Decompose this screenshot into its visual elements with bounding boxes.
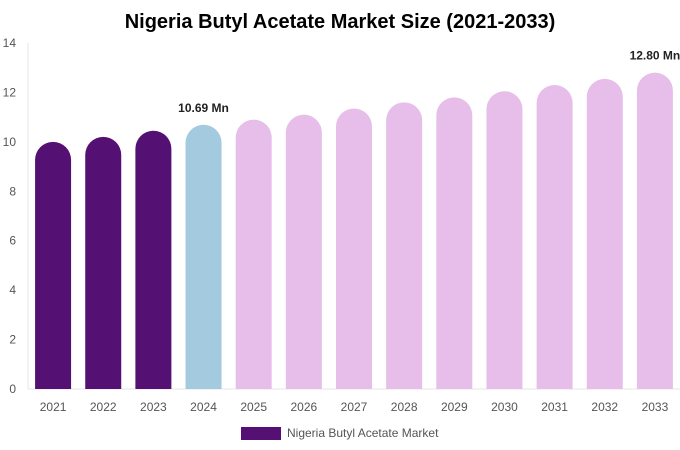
x-tick-label: 2023 [140,400,167,414]
legend: Nigeria Butyl Acetate Market [241,426,439,440]
legend-label: Nigeria Butyl Acetate Market [287,426,439,440]
bar-2025 [235,119,272,389]
x-tick-label: 2030 [491,400,518,414]
legend-swatch [241,427,281,440]
chart-title: Nigeria Butyl Acetate Market Size (2021-… [125,11,556,33]
bar-2028 [386,102,423,390]
y-axis: 0 2 4 6 8 10 12 14 [3,36,29,396]
bar-2024 [185,124,222,389]
bar-2027 [336,108,372,389]
y-tick-label: 14 [3,36,17,50]
x-axis: 2021 2022 2023 2024 2025 2026 2027 2028 2029 2030… [28,388,680,414]
y-tick-label: 6 [9,234,16,248]
data-label: 10.69 Mn [178,101,229,115]
bar-2026 [285,114,322,389]
x-tick-label: 2033 [642,400,669,414]
y-tick-label: 0 [9,382,16,396]
data-labels: 10.69 Mn 12.80 Mn [178,49,680,115]
bar-2021 [35,141,72,389]
bar-2033 [636,72,673,390]
x-tick-label: 2028 [391,400,418,414]
y-tick-label: 2 [9,333,16,347]
x-tick-label: 2022 [90,400,117,414]
x-tick-label: 2032 [591,400,618,414]
x-tick-label: 2025 [240,400,267,414]
y-tick-label: 4 [9,283,16,297]
y-tick-label: 10 [3,135,17,149]
x-tick-label: 2026 [290,400,317,414]
bar-2031 [536,85,573,389]
x-tick-label: 2027 [341,400,368,414]
x-tick-label: 2021 [40,400,67,414]
x-tick-label: 2029 [441,400,468,414]
x-tick-label: 2031 [541,400,568,414]
y-tick-label: 8 [9,184,16,198]
bar-2022 [85,136,122,389]
data-label: 12.80 Mn [630,49,680,63]
x-tick-label: 2024 [190,400,217,414]
bar-2023 [135,130,172,389]
bar-2032 [586,78,623,389]
bar-2030 [486,91,523,389]
bar-2029 [436,97,473,389]
y-tick-label: 12 [3,85,17,99]
bars [35,72,673,390]
